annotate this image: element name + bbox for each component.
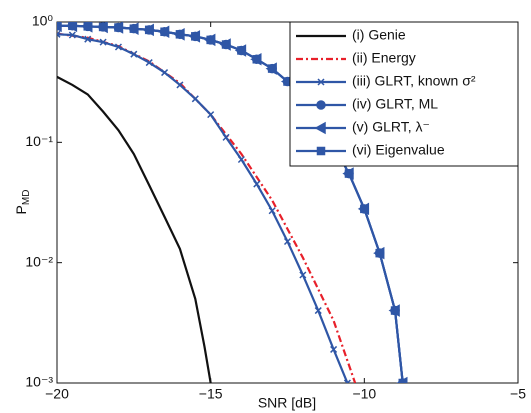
marker	[390, 306, 400, 315]
marker	[330, 345, 338, 353]
y-tick-label: 10⁻¹	[25, 133, 53, 149]
marker	[314, 307, 322, 315]
marker	[253, 180, 261, 188]
legend-label: (ii) Energy	[352, 50, 416, 66]
x-tick-label: −5	[510, 386, 526, 402]
legend-label: (iv) GLRT, ML	[352, 96, 438, 112]
marker	[57, 22, 62, 31]
marker	[222, 133, 230, 141]
marker	[252, 55, 262, 64]
marker	[57, 30, 61, 38]
marker	[283, 237, 292, 246]
marker	[398, 378, 407, 383]
x-axis-label: SNR [dB]	[258, 395, 316, 411]
marker	[114, 43, 122, 51]
marker	[237, 155, 245, 164]
legend-label: (i) Genie	[352, 27, 406, 43]
marker	[130, 50, 138, 58]
x-tick-label: −20	[45, 386, 69, 402]
marker	[175, 30, 185, 39]
plot-area	[57, 22, 408, 383]
marker	[360, 204, 369, 214]
x-tick-label: −15	[199, 386, 223, 402]
marker	[191, 32, 200, 41]
marker	[176, 81, 184, 89]
marker	[83, 22, 92, 31]
y-axis-label-main: P	[13, 205, 29, 214]
marker	[343, 379, 351, 383]
marker	[375, 248, 384, 258]
marker	[267, 64, 277, 73]
marker	[160, 27, 169, 36]
legend-box	[289, 21, 519, 167]
marker	[129, 24, 139, 33]
y-axis-label-sub: MD	[21, 190, 32, 206]
marker	[237, 46, 246, 55]
marker	[84, 35, 92, 43]
legend-label: (v) GLRT, λ⁻	[352, 119, 430, 135]
x-tick-label: −10	[352, 386, 376, 402]
y-tick-label: 10⁻³	[25, 374, 53, 390]
y-axis-label: PMD	[13, 190, 32, 215]
marker	[145, 59, 153, 67]
marker	[314, 121, 326, 135]
marker	[344, 169, 354, 178]
marker	[114, 23, 123, 32]
marker	[68, 22, 77, 31]
marker	[144, 25, 154, 35]
marker	[206, 35, 215, 45]
marker	[68, 31, 76, 39]
marker	[299, 271, 307, 279]
y-tick-label: 10⁻²	[25, 253, 53, 269]
marker	[98, 22, 108, 32]
y-tick-label: 10⁰	[32, 13, 54, 29]
marker	[99, 38, 107, 46]
legend-label: (iii) GLRT, known σ²	[352, 73, 476, 89]
marker	[317, 78, 325, 86]
marker	[316, 100, 326, 110]
marker	[161, 69, 169, 77]
marker	[191, 95, 199, 103]
marker	[268, 207, 276, 215]
marker	[316, 146, 326, 156]
series-line	[57, 33, 349, 383]
marker	[221, 40, 231, 49]
marker	[207, 111, 215, 119]
series-line	[57, 75, 212, 383]
legend-label: (vi) Eigenvalue	[352, 142, 445, 158]
